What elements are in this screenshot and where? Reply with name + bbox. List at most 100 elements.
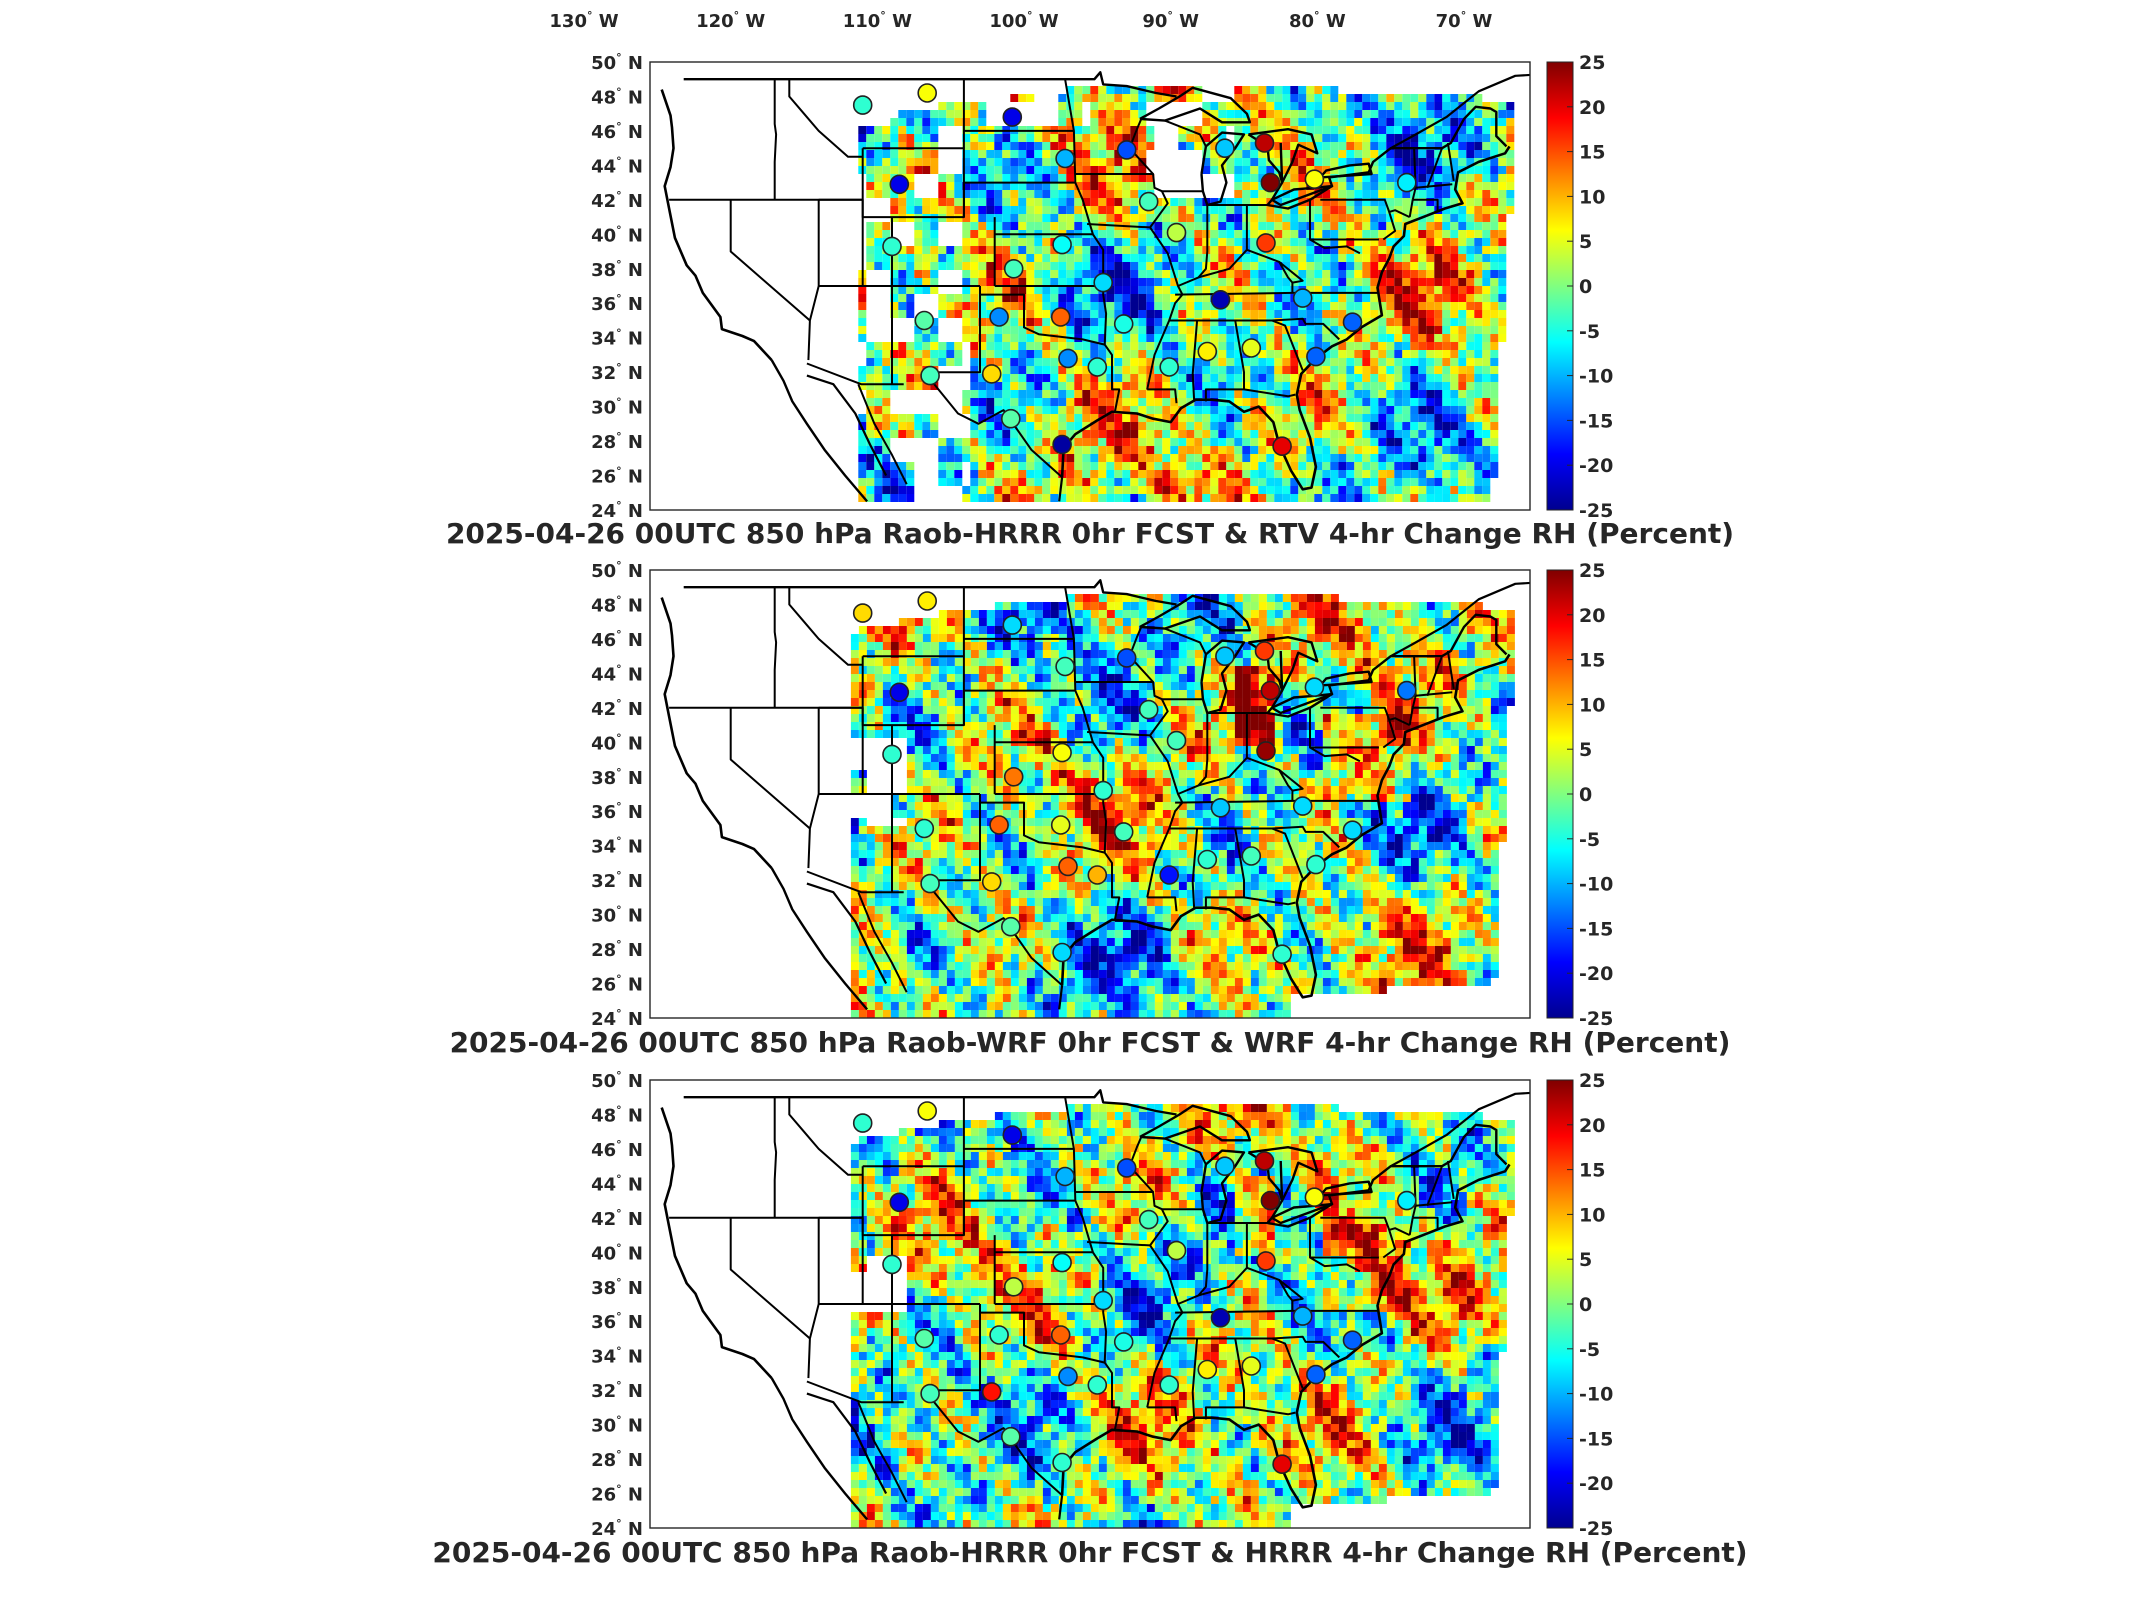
great-lake-outline (1266, 184, 1334, 210)
state-border (1147, 1406, 1178, 1422)
state-border (1191, 1338, 1199, 1418)
latitude-label: 48° N (591, 594, 643, 617)
coastline (1060, 145, 1511, 491)
colorbar-tick-label: 25 (1579, 560, 1605, 582)
coastline (660, 597, 773, 869)
map-panel: 50° N 48° N 46° N 44° N 42° N 40° N 38° N 36° N… (446, 51, 1734, 550)
colorbar-tick-label: 5 (1579, 739, 1592, 761)
raob-marker (1342, 1330, 1363, 1350)
raob-marker (1272, 944, 1292, 965)
state-border (1271, 827, 1304, 879)
state-border (1169, 1335, 1340, 1359)
state-border (926, 374, 1063, 479)
colorbar-tick-label: -10 (1579, 366, 1613, 388)
raob-marker (1241, 1356, 1262, 1376)
state-border (1177, 205, 1209, 287)
state-border (1177, 1223, 1209, 1305)
latitude-labels: 50° N 48° N 46° N 44° N 42° N 40° N 38° N 36° N… (591, 559, 643, 1030)
state-border (1198, 1266, 1294, 1302)
raob-marker (1166, 1240, 1187, 1261)
raob-marker (1087, 1375, 1108, 1395)
rh-change-field (850, 1104, 1515, 1528)
state-border (1128, 118, 1154, 175)
latitude-label: 50° N (591, 1069, 643, 1092)
colorbar-tick-label: 5 (1579, 1249, 1592, 1271)
coastline (806, 882, 888, 985)
state-border (729, 1217, 811, 1340)
raob-marker (1113, 822, 1134, 842)
state-border (1415, 1201, 1453, 1207)
state-border (1411, 187, 1417, 201)
great-lake-outline (1266, 1202, 1334, 1228)
colorbar-tick-label: 0 (1579, 784, 1592, 806)
coastline (806, 1392, 888, 1495)
raob-marker (1306, 1364, 1326, 1385)
state-border (926, 1392, 1063, 1497)
state-border (1102, 286, 1121, 412)
great-lake-outline (1319, 162, 1373, 179)
coastline (857, 891, 908, 993)
colorbar-tick-label: 5 (1579, 231, 1592, 253)
state-border (1146, 734, 1184, 898)
raob-marker (882, 236, 902, 257)
latitude-label: 26° N (591, 973, 643, 996)
colorbar-tick-label: -20 (1579, 963, 1613, 985)
state-border (1309, 746, 1361, 763)
state-border (1243, 896, 1296, 906)
coastline (660, 1107, 773, 1379)
state-border (1278, 261, 1304, 293)
state-border (1128, 1136, 1154, 1193)
state-border (1415, 691, 1453, 697)
latitude-label: 42° N (591, 189, 643, 212)
raob-marker (1397, 172, 1417, 193)
raob-marker (1116, 1158, 1137, 1178)
colorbar-tick-label: -10 (1579, 1384, 1613, 1406)
state-border (1415, 183, 1453, 189)
state-border (1243, 388, 1296, 398)
colorbar-tick-label: -20 (1579, 1473, 1613, 1495)
state-border (1271, 1337, 1304, 1389)
state-border (1382, 211, 1397, 241)
raob-marker (1304, 169, 1325, 189)
state-border (1191, 828, 1199, 908)
colorbar-tick-label: 10 (1579, 186, 1605, 208)
raob-marker (917, 591, 938, 611)
state-border (807, 707, 820, 869)
top-longitude-labels: 130° W 120° W 110° W 100° W 90° W 80° W 70° W (549, 9, 1492, 32)
raob-marker (1138, 699, 1159, 720)
colorbar-tick-label: -25 (1579, 1518, 1613, 1540)
latitude-label: 44° N (591, 1172, 643, 1195)
raob-marker (917, 83, 938, 103)
raob-marker (1159, 865, 1179, 885)
coastline (1390, 581, 1530, 658)
latitude-labels: 50° N 48° N 46° N 44° N 42° N 40° N 38° N 36° N… (591, 1069, 643, 1540)
panel-title: 2025-04-26 00UTC 850 hPa Raob-HRRR 0hr F… (446, 517, 1734, 550)
state-border (788, 1097, 863, 1176)
state-border (1309, 238, 1361, 255)
raob-marker (1304, 677, 1325, 698)
coastline (1058, 1495, 1064, 1520)
raob-marker (1304, 1187, 1325, 1207)
latitude-label: 26° N (591, 1483, 643, 1506)
raob-marker (1292, 1306, 1313, 1326)
raob-marker (989, 1325, 1009, 1345)
raob-marker (1215, 646, 1235, 667)
latitude-label: 34° N (591, 835, 643, 858)
latitude-label: 50° N (591, 559, 643, 582)
raob-marker (1055, 148, 1075, 169)
latitude-label: 28° N (591, 430, 643, 453)
state-border (1064, 79, 1077, 183)
colorbar-tick-label: 25 (1579, 1070, 1605, 1092)
state-border (788, 587, 863, 666)
raob-marker (914, 310, 935, 331)
raob-marker (1254, 641, 1275, 661)
state-border (1198, 756, 1294, 792)
latitude-label: 38° N (591, 258, 643, 281)
colorbar-tick-label: 20 (1579, 605, 1605, 627)
raob-marker (1116, 140, 1137, 160)
raob-marker (914, 818, 935, 839)
raob-marker (1197, 849, 1218, 870)
raob-marker (1058, 1366, 1078, 1387)
latitude-label: 40° N (591, 731, 643, 754)
state-border (1278, 1279, 1304, 1311)
